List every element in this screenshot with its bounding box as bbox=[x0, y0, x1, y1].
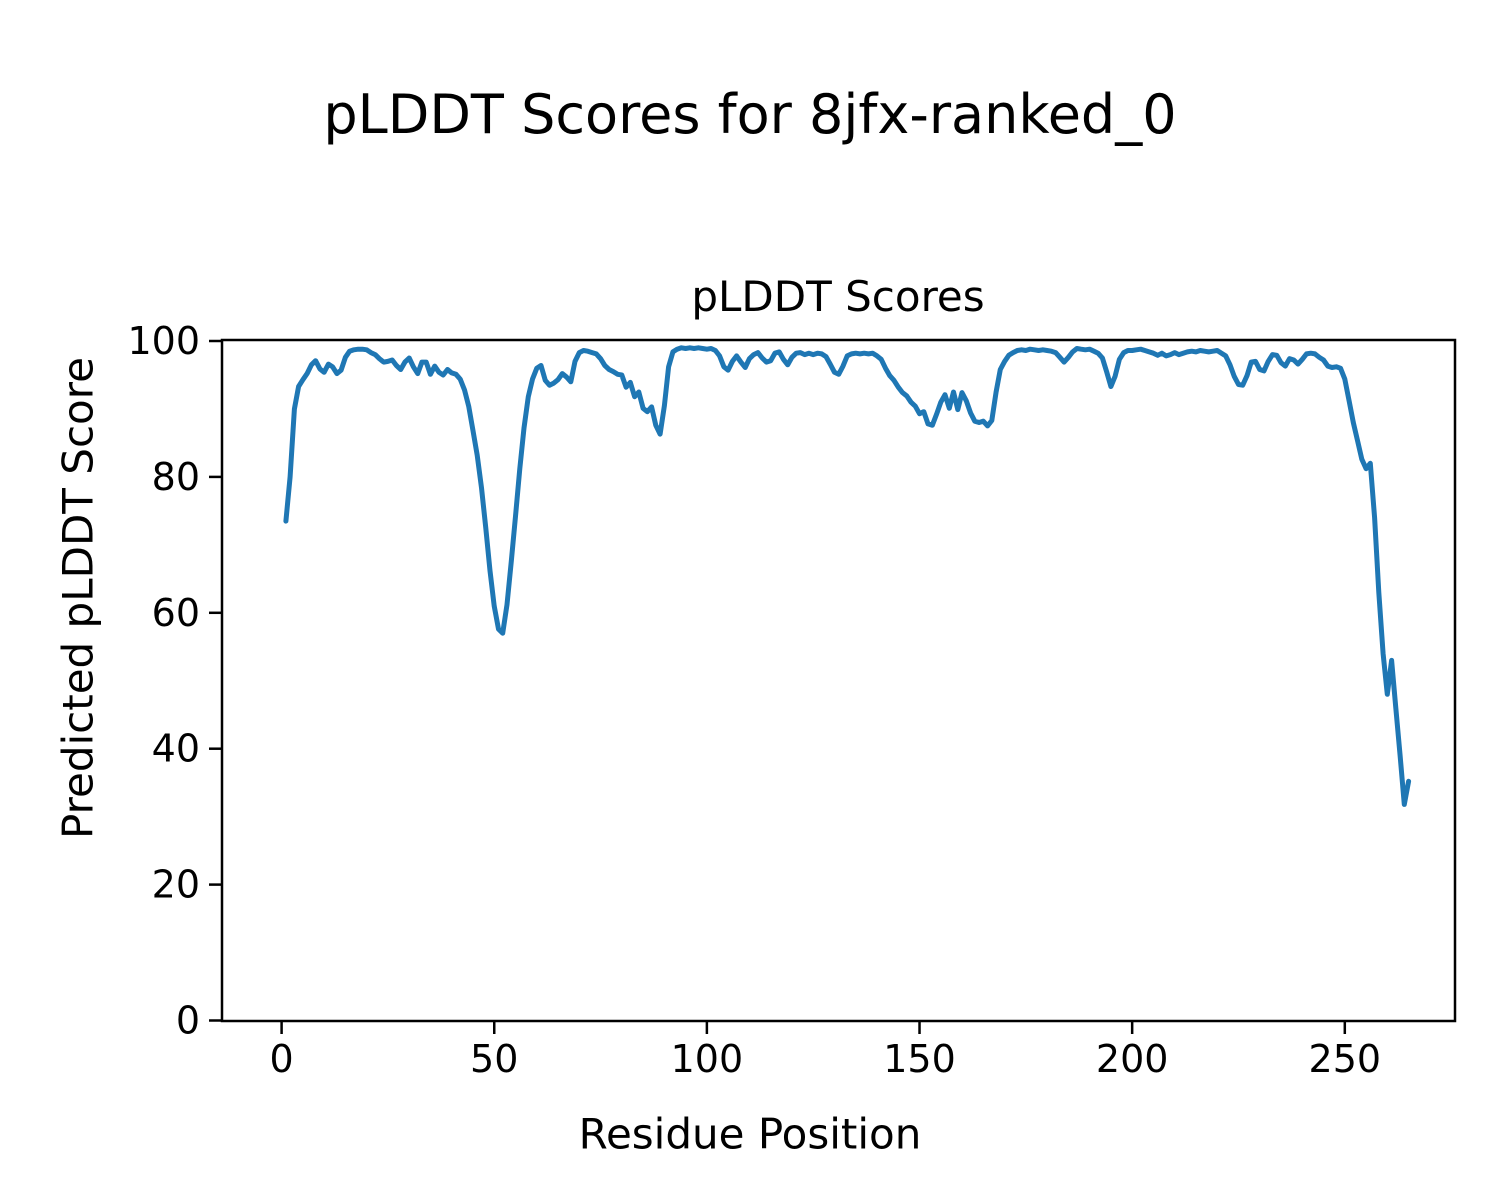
y-tick-label: 80 bbox=[152, 455, 200, 499]
plddt-line-series bbox=[283, 345, 1412, 807]
x-tick-label: 0 bbox=[270, 1037, 294, 1081]
axes-title: pLDDT Scores bbox=[691, 272, 985, 321]
x-axis-label: Residue Position bbox=[578, 1109, 922, 1159]
y-tick-label: 20 bbox=[152, 863, 200, 907]
y-axis-label: Predicted pLDDT Score bbox=[53, 357, 103, 839]
y-axis: 0 20 40 60 80 100 bbox=[127, 319, 221, 1043]
y-tick-label: 60 bbox=[152, 591, 200, 635]
figure-suptitle: pLDDT Scores for 8jfx-ranked_0 bbox=[323, 83, 1177, 146]
x-tick-label: 50 bbox=[470, 1037, 518, 1081]
y-tick-label: 100 bbox=[127, 319, 200, 363]
x-axis: 0 50 100 150 200 250 bbox=[270, 1022, 1382, 1081]
x-tick-label: 250 bbox=[1309, 1037, 1382, 1081]
axes-spines bbox=[220, 338, 1457, 1023]
x-tick-label: 100 bbox=[671, 1037, 744, 1081]
y-tick-label: 0 bbox=[176, 999, 200, 1043]
y-tick-label: 40 bbox=[152, 727, 200, 771]
x-tick-label: 150 bbox=[883, 1037, 956, 1081]
x-tick-label: 200 bbox=[1096, 1037, 1169, 1081]
